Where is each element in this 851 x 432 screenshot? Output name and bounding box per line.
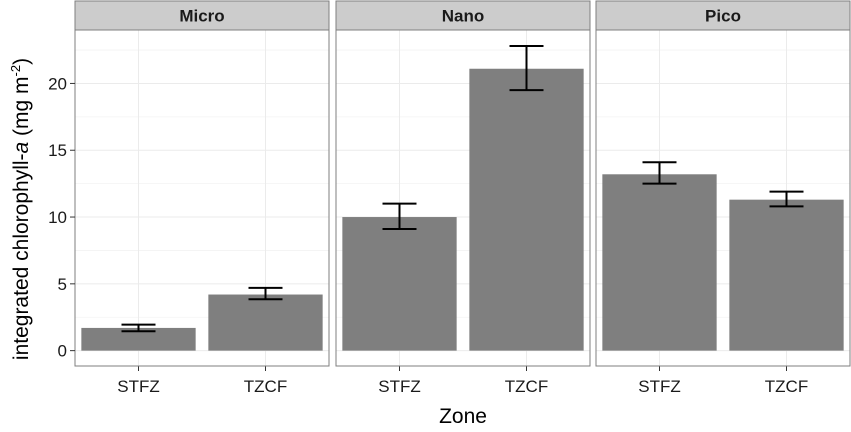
y-tick-label: 5 (58, 275, 67, 294)
x-tick-label: TZCF (244, 377, 287, 396)
x-tick-label: STFZ (117, 377, 160, 396)
y-axis: 0 5 10 15 20 (48, 74, 75, 361)
error-bar (121, 323, 156, 333)
y-axis-title-prefix: integrated chlorophyll- (10, 153, 33, 360)
error-bar (248, 286, 283, 301)
bar-nano-stfz (342, 217, 457, 351)
bar-pico-tzcf (729, 199, 844, 351)
y-axis-title: integrated chlorophyll-a (mg m-2) (8, 58, 33, 360)
facet-strip (74, 0, 330, 31)
facet-strip-label: Nano (442, 7, 485, 26)
y-axis-title-superscript: -2 (8, 65, 23, 77)
facet-panels: STFZ TZCF Micro STFZ TZCF Nano STFZ TZCF Pico (74, 0, 851, 396)
error-bar (769, 190, 804, 208)
bar-micro-stfz (81, 327, 196, 351)
bar-pico-stfz (602, 174, 717, 351)
y-tick-label: 15 (48, 141, 67, 160)
y-tick-label: 10 (48, 208, 67, 227)
facet-strip (335, 0, 591, 31)
x-tick-label: STFZ (638, 377, 681, 396)
facet-panel-nano: STFZ TZCF Nano (335, 0, 591, 396)
facet-strip-label: Pico (705, 7, 741, 26)
x-axis-title: Zone (439, 405, 487, 428)
y-axis-title-units: (mg m (10, 76, 33, 141)
x-tick-label: TZCF (505, 377, 548, 396)
y-tick-label: 0 (58, 342, 67, 361)
y-tick-label: 20 (48, 74, 67, 93)
error-bar (509, 45, 544, 92)
facet-panel-micro: STFZ TZCF Micro (74, 0, 330, 396)
y-axis-title-italic: a (10, 142, 33, 154)
error-bar (382, 202, 417, 231)
facet-panel-pico: STFZ TZCF Pico (595, 0, 851, 396)
bar-micro-tzcf (208, 294, 323, 351)
y-axis-title-close: ) (10, 58, 33, 65)
x-tick-label: STFZ (378, 377, 421, 396)
facet-strip (595, 0, 851, 31)
error-bar (642, 161, 677, 185)
facet-strip-label: Micro (179, 7, 224, 26)
x-tick-label: TZCF (765, 377, 808, 396)
bar-nano-tzcf (469, 68, 584, 351)
